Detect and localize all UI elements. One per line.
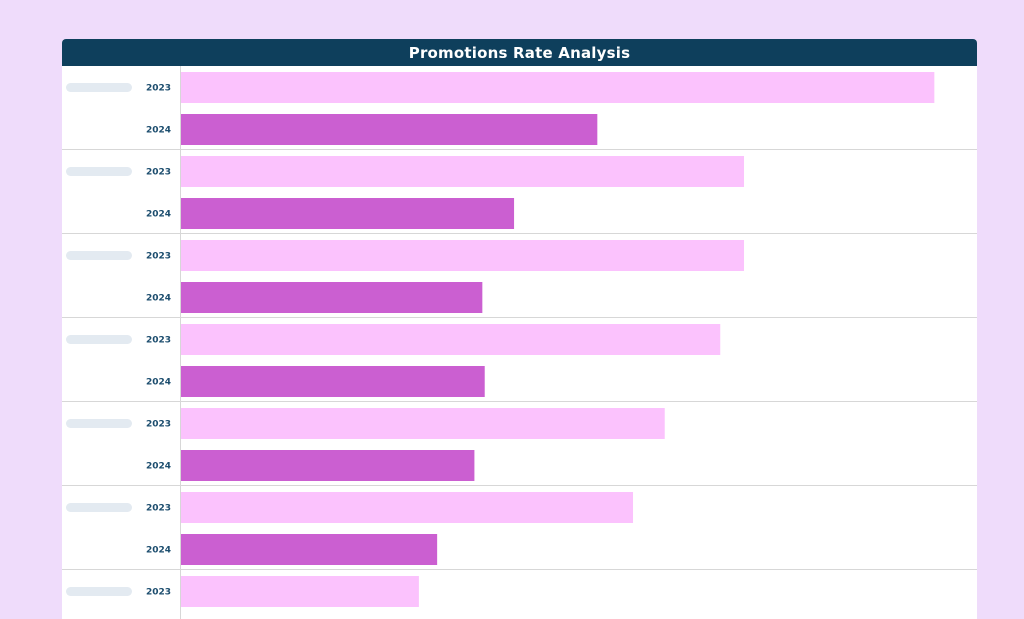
bar-2024 — [181, 198, 515, 229]
bar-2023 — [181, 408, 665, 439]
bar-2024 — [181, 114, 598, 145]
year-label-2023: 2023 — [146, 84, 171, 94]
category-label-placeholder — [66, 335, 132, 344]
category-label-placeholder — [66, 83, 132, 92]
category-label-placeholder — [66, 167, 132, 176]
year-label-2024: 2024 — [146, 210, 171, 220]
bar-2024 — [181, 534, 438, 565]
year-label-2024: 2024 — [146, 462, 171, 472]
bar-2023 — [181, 324, 721, 355]
year-label-2024: 2024 — [146, 378, 171, 388]
year-label-2024: 2024 — [146, 294, 171, 304]
bar-2023 — [181, 492, 634, 523]
bar-chart: 2023 2024 2023 2024 2023 2024 2023 2024 2023 2024… — [62, 66, 977, 619]
category-label-placeholder — [66, 503, 132, 512]
year-label-2024: 2024 — [146, 126, 171, 136]
bar-2023 — [181, 72, 935, 103]
year-label-2023: 2023 — [146, 336, 171, 346]
chart-header: Promotions Rate Analysis — [62, 39, 977, 66]
bar-2024 — [181, 450, 475, 481]
year-label-2023: 2023 — [146, 588, 171, 598]
year-label-2023: 2023 — [146, 168, 171, 178]
bar-2023 — [181, 156, 745, 187]
year-label-2023: 2023 — [146, 252, 171, 262]
bar-2023 — [181, 240, 745, 271]
year-label-2024: 2024 — [146, 546, 171, 556]
bar-2024 — [181, 366, 485, 397]
category-label-placeholder — [66, 419, 132, 428]
bar-2024 — [181, 282, 483, 313]
chart-card: Promotions Rate Analysis 2023 2024 2023 202… — [62, 39, 977, 619]
year-label-2023: 2023 — [146, 504, 171, 514]
year-label-2023: 2023 — [146, 420, 171, 430]
chart-title: Promotions Rate Analysis — [408, 43, 631, 62]
category-label-placeholder — [66, 251, 132, 260]
